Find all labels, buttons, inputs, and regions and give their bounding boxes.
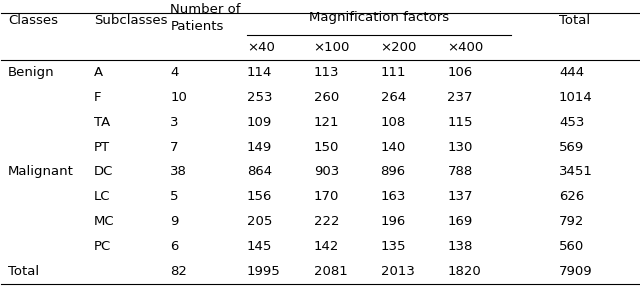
Text: 135: 135	[381, 240, 406, 253]
Text: 903: 903	[314, 166, 339, 179]
Text: Magnification factors: Magnification factors	[309, 11, 449, 24]
Text: 896: 896	[381, 166, 406, 179]
Text: 169: 169	[447, 215, 473, 228]
Text: 111: 111	[381, 66, 406, 79]
Text: Benign: Benign	[8, 66, 54, 79]
Text: 163: 163	[381, 191, 406, 203]
Text: 2081: 2081	[314, 265, 348, 278]
Text: 2013: 2013	[381, 265, 415, 278]
Text: 222: 222	[314, 215, 339, 228]
Text: ×100: ×100	[314, 41, 350, 54]
Text: 5: 5	[170, 191, 179, 203]
Text: Number of
Patients: Number of Patients	[170, 3, 241, 33]
Text: 156: 156	[246, 191, 272, 203]
Text: 108: 108	[381, 116, 406, 129]
Text: PC: PC	[94, 240, 111, 253]
Text: 149: 149	[246, 141, 272, 154]
Text: 150: 150	[314, 141, 339, 154]
Text: 196: 196	[381, 215, 406, 228]
Text: 82: 82	[170, 265, 187, 278]
Text: 106: 106	[447, 66, 473, 79]
Text: 114: 114	[246, 66, 272, 79]
Text: 10: 10	[170, 91, 187, 104]
Text: 792: 792	[559, 215, 584, 228]
Text: 626: 626	[559, 191, 584, 203]
Text: 1995: 1995	[246, 265, 280, 278]
Text: 142: 142	[314, 240, 339, 253]
Text: 113: 113	[314, 66, 339, 79]
Text: 260: 260	[314, 91, 339, 104]
Text: Classes: Classes	[8, 14, 58, 28]
Text: 9: 9	[170, 215, 179, 228]
Text: DC: DC	[94, 166, 113, 179]
Text: Subclasses: Subclasses	[94, 14, 167, 28]
Text: 253: 253	[246, 91, 272, 104]
Text: 569: 569	[559, 141, 584, 154]
Text: F: F	[94, 91, 101, 104]
Text: 109: 109	[246, 116, 272, 129]
Text: 6: 6	[170, 240, 179, 253]
Text: 170: 170	[314, 191, 339, 203]
Text: 205: 205	[246, 215, 272, 228]
Text: PT: PT	[94, 141, 110, 154]
Text: 7909: 7909	[559, 265, 593, 278]
Text: 788: 788	[447, 166, 473, 179]
Text: TA: TA	[94, 116, 110, 129]
Text: ×200: ×200	[381, 41, 417, 54]
Text: MC: MC	[94, 215, 115, 228]
Text: A: A	[94, 66, 103, 79]
Text: 115: 115	[447, 116, 473, 129]
Text: 121: 121	[314, 116, 339, 129]
Text: 1820: 1820	[447, 265, 481, 278]
Text: 237: 237	[447, 91, 473, 104]
Text: Total: Total	[8, 265, 39, 278]
Text: 444: 444	[559, 66, 584, 79]
Text: 264: 264	[381, 91, 406, 104]
Text: 137: 137	[447, 191, 473, 203]
Text: 560: 560	[559, 240, 584, 253]
Text: 138: 138	[447, 240, 473, 253]
Text: 38: 38	[170, 166, 187, 179]
Text: ×400: ×400	[447, 41, 484, 54]
Text: 3: 3	[170, 116, 179, 129]
Text: ×40: ×40	[246, 41, 275, 54]
Text: 145: 145	[246, 240, 272, 253]
Text: 140: 140	[381, 141, 406, 154]
Text: 4: 4	[170, 66, 179, 79]
Text: 3451: 3451	[559, 166, 593, 179]
Text: Total: Total	[559, 14, 590, 28]
Text: 130: 130	[447, 141, 473, 154]
Text: 864: 864	[246, 166, 272, 179]
Text: LC: LC	[94, 191, 110, 203]
Text: 7: 7	[170, 141, 179, 154]
Text: 1014: 1014	[559, 91, 593, 104]
Text: Malignant: Malignant	[8, 166, 74, 179]
Text: 453: 453	[559, 116, 584, 129]
